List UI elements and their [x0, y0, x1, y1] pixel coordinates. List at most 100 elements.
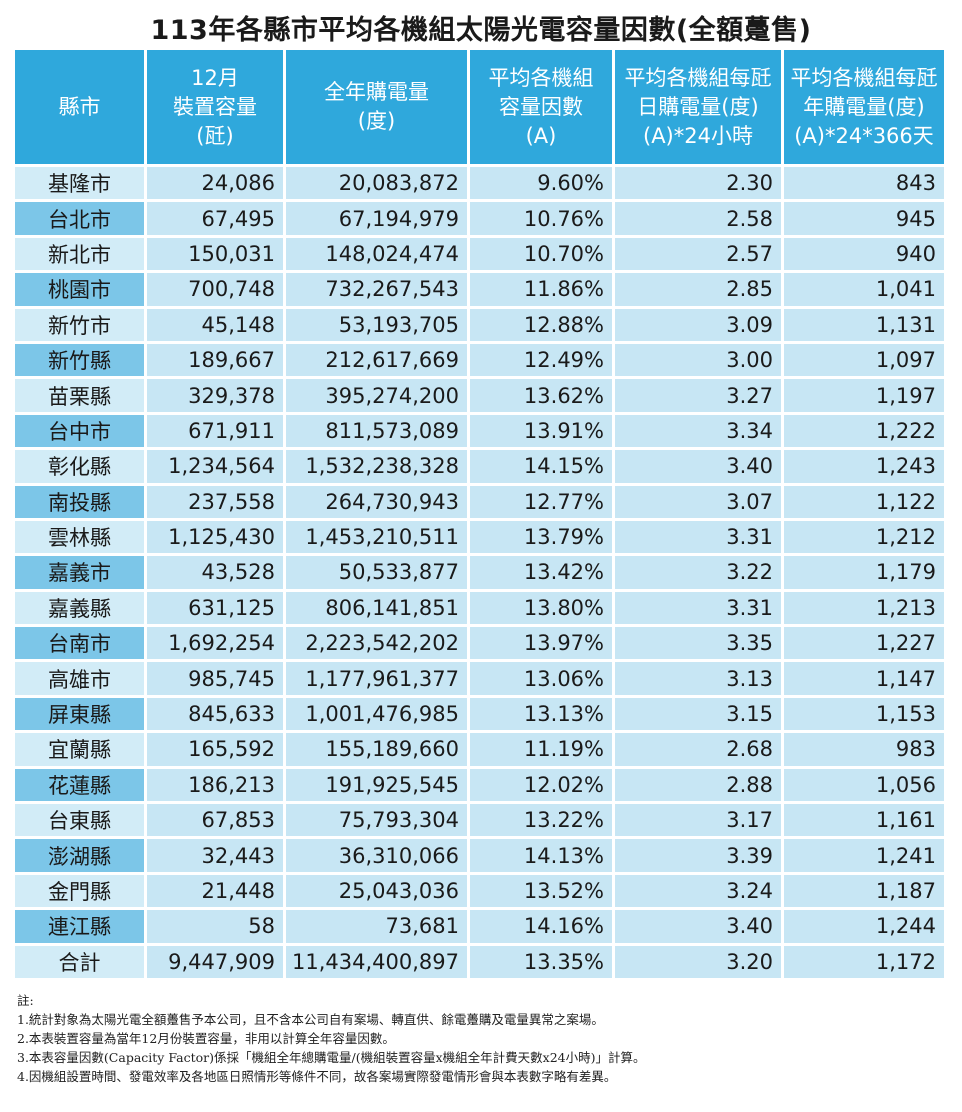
daily-kwh-cell: 3.17	[615, 804, 781, 837]
daily-kwh-cell: 3.27	[615, 379, 781, 412]
capacity-cell: 671,911	[147, 414, 283, 448]
annual-kwh-cell: 945	[784, 202, 944, 235]
daily-kwh-cell: 3.34	[615, 414, 781, 448]
capacity-cell: 1,234,564	[147, 450, 283, 483]
column-header-line: 裝置容量	[173, 94, 257, 119]
capacity-cell: 45,148	[147, 308, 283, 341]
notes-heading: 註:	[17, 993, 34, 1008]
city-cell: 台北市	[15, 202, 144, 235]
annual-purchase-cell: 732,267,543	[286, 273, 467, 306]
annual-kwh-cell: 1,179	[784, 556, 944, 589]
daily-kwh-cell: 3.35	[615, 627, 781, 660]
capacity-factor-cell: 10.70%	[470, 237, 612, 271]
annual-purchase-cell: 36,310,066	[286, 839, 467, 872]
daily-kwh-cell: 2.57	[615, 237, 781, 271]
footnotes: 註: 1.統計對象為太陽光電全額躉售予本公司，且不含本公司自有案場、轉直供、餘電躉…	[17, 991, 645, 1086]
total-city-cell: 合計	[15, 945, 144, 978]
column-header: 平均各機組每瓩 日購電量(度) (A)*24小時	[615, 50, 781, 164]
capacity-factor-cell: 12.77%	[470, 485, 612, 518]
city-cell: 宜蘭縣	[15, 733, 144, 766]
annual-kwh-cell: 1,056	[784, 768, 944, 802]
table-row: 新北市 150,031 148,024,474 10.70% 2.57 940	[15, 237, 944, 271]
capacity-factor-cell: 14.13%	[470, 839, 612, 872]
capacity-cell: 58	[147, 910, 283, 943]
table-row: 連江縣 58 73,681 14.16% 3.40 1,244	[15, 910, 944, 943]
daily-kwh-cell: 3.13	[615, 662, 781, 695]
table-row: 花蓮縣 186,213 191,925,545 12.02% 2.88 1,056	[15, 768, 944, 802]
annual-purchase-cell: 1,453,210,511	[286, 520, 467, 554]
annual-purchase-cell: 1,177,961,377	[286, 662, 467, 695]
daily-kwh-cell: 3.39	[615, 839, 781, 872]
capacity-factor-cell: 12.02%	[470, 768, 612, 802]
total-capacity-factor-cell: 13.35%	[470, 945, 612, 978]
city-cell: 雲林縣	[15, 520, 144, 554]
annual-kwh-cell: 983	[784, 733, 944, 766]
annual-purchase-cell: 264,730,943	[286, 485, 467, 518]
column-header: 平均各機組每瓩 年購電量(度) (A)*24*366天	[784, 50, 944, 164]
city-cell: 桃園市	[15, 273, 144, 306]
capacity-cell: 237,558	[147, 485, 283, 518]
annual-purchase-cell: 25,043,036	[286, 874, 467, 908]
capacity-factor-cell: 13.52%	[470, 874, 612, 908]
total-row: 合計 9,447,909 11,434,400,897 13.35% 3.20 1,172	[15, 945, 944, 978]
capacity-cell: 1,125,430	[147, 520, 283, 554]
capacity-factor-cell: 13.62%	[470, 379, 612, 412]
column-header: 12月 裝置容量 (瓩)	[147, 50, 283, 164]
annual-purchase-cell: 50,533,877	[286, 556, 467, 589]
daily-kwh-cell: 2.68	[615, 733, 781, 766]
city-cell: 澎湖縣	[15, 839, 144, 872]
capacity-cell: 329,378	[147, 379, 283, 412]
capacity-factor-cell: 13.91%	[470, 414, 612, 448]
column-header-line: (度)	[357, 109, 396, 133]
capacity-cell: 24,086	[147, 167, 283, 200]
city-cell: 新北市	[15, 237, 144, 271]
annual-purchase-cell: 806,141,851	[286, 591, 467, 625]
column-header-line: (A)	[525, 123, 557, 148]
column-header-line: (瓩)	[196, 123, 234, 148]
table-row: 嘉義市 43,528 50,533,877 13.42% 3.22 1,179	[15, 556, 944, 589]
capacity-factor-cell: 12.49%	[470, 343, 612, 377]
column-header-line: 平均各機組每瓩	[624, 65, 772, 90]
annual-kwh-cell: 1,213	[784, 591, 944, 625]
table-row: 台北市 67,495 67,194,979 10.76% 2.58 945	[15, 202, 944, 235]
capacity-cell: 67,853	[147, 804, 283, 837]
capacity-factor-cell: 11.19%	[470, 733, 612, 766]
capacity-cell: 165,592	[147, 733, 283, 766]
city-cell: 屏東縣	[15, 697, 144, 731]
annual-purchase-cell: 212,617,669	[286, 343, 467, 377]
table-row: 雲林縣 1,125,430 1,453,210,511 13.79% 3.31 1,212	[15, 520, 944, 554]
total-daily-kwh-cell: 3.20	[615, 945, 781, 978]
annual-kwh-cell: 1,153	[784, 697, 944, 731]
annual-purchase-cell: 155,189,660	[286, 733, 467, 766]
capacity-cell: 150,031	[147, 237, 283, 271]
annual-purchase-cell: 53,193,705	[286, 308, 467, 341]
city-cell: 新竹縣	[15, 343, 144, 377]
capacity-factor-cell: 14.15%	[470, 450, 612, 483]
total-capacity-cell: 9,447,909	[147, 945, 283, 978]
column-header-line: 平均各機組	[488, 65, 594, 90]
daily-kwh-cell: 3.31	[615, 591, 781, 625]
table-row: 金門縣 21,448 25,043,036 13.52% 3.24 1,187	[15, 874, 944, 908]
annual-purchase-cell: 67,194,979	[286, 202, 467, 235]
daily-kwh-cell: 3.00	[615, 343, 781, 377]
table-row: 台南市 1,692,254 2,223,542,202 13.97% 3.35 1,227	[15, 627, 944, 660]
annual-purchase-cell: 148,024,474	[286, 237, 467, 271]
capacity-cell: 985,745	[147, 662, 283, 695]
city-cell: 嘉義市	[15, 556, 144, 589]
annual-kwh-cell: 1,243	[784, 450, 944, 483]
table-row: 台東縣 67,853 75,793,304 13.22% 3.17 1,161	[15, 804, 944, 837]
total-annual-kwh-cell: 1,172	[784, 945, 944, 978]
table-row: 宜蘭縣 165,592 155,189,660 11.19% 2.68 983	[15, 733, 944, 766]
capacity-cell: 700,748	[147, 273, 283, 306]
daily-kwh-cell: 2.85	[615, 273, 781, 306]
annual-kwh-cell: 1,241	[784, 839, 944, 872]
capacity-factor-cell: 13.80%	[470, 591, 612, 625]
city-cell: 苗栗縣	[15, 379, 144, 412]
table-row: 桃園市 700,748 732,267,543 11.86% 2.85 1,041	[15, 273, 944, 306]
capacity-factor-cell: 13.13%	[470, 697, 612, 731]
capacity-factor-cell: 13.22%	[470, 804, 612, 837]
city-cell: 台東縣	[15, 804, 144, 837]
daily-kwh-cell: 3.09	[615, 308, 781, 341]
annual-purchase-cell: 20,083,872	[286, 167, 467, 200]
annual-purchase-cell: 395,274,200	[286, 379, 467, 412]
